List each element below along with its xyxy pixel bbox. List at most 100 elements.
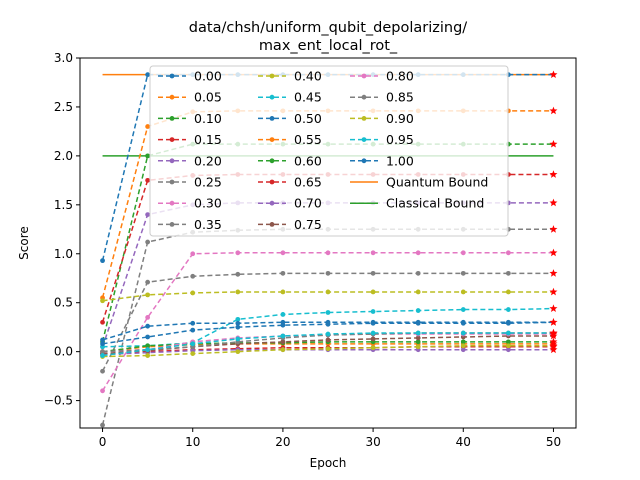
legend-label: 0.05 [194, 90, 222, 105]
series-point [235, 324, 241, 330]
final-star-marker [549, 225, 558, 233]
series-point [370, 309, 376, 314]
series-line-5 [101, 228, 554, 426]
legend-entry: 0.05 [158, 90, 222, 105]
legend-label: 0.15 [194, 132, 222, 147]
series-point [145, 153, 151, 159]
series-point [505, 347, 511, 353]
series-6 [100, 250, 554, 394]
series-point [100, 353, 105, 358]
final-star-marker [549, 248, 558, 257]
series-point [100, 422, 105, 428]
series-point [460, 343, 466, 349]
legend-entry: 0.10 [158, 111, 222, 126]
series-point [100, 388, 105, 394]
legend-label: 0.30 [194, 196, 222, 211]
legend-label: Classical Bound [386, 196, 484, 211]
series-lines [100, 72, 554, 428]
final-star-marker [549, 287, 558, 296]
legend-marker [269, 116, 275, 121]
legend-marker [169, 137, 175, 143]
final-star-marker [549, 198, 558, 207]
y-tick-label: 2.5 [54, 100, 73, 114]
legend-entry: 0.20 [158, 153, 222, 168]
series-point [415, 270, 421, 276]
series-point [325, 331, 331, 337]
series-point [505, 307, 511, 312]
series-point [235, 316, 241, 322]
legend-entry: 0.55 [258, 132, 322, 147]
legend-entry: 0.65 [258, 175, 322, 190]
series-point [235, 271, 241, 277]
series-point [280, 339, 286, 345]
series-point [190, 327, 196, 333]
series-point [505, 343, 511, 349]
series-point [145, 292, 151, 298]
series-point [235, 320, 241, 326]
series-point [100, 337, 105, 343]
final-star-marker [549, 341, 558, 350]
legend-entry: 0.75 [258, 217, 322, 232]
legend-label: 1.00 [386, 153, 414, 168]
series-point [235, 349, 241, 355]
legend-entry: 0.00 [158, 69, 222, 84]
final-star-marker [549, 304, 558, 312]
series-point [415, 335, 421, 341]
final-star-marker [549, 106, 558, 115]
x-tick-label: 10 [185, 435, 200, 449]
series-point [145, 124, 151, 129]
y-tick-label: 1.0 [54, 247, 73, 261]
legend-entry: Classical Bound [350, 196, 484, 211]
legend-entry: 0.85 [350, 90, 414, 105]
legend-label: 0.75 [294, 217, 322, 232]
series-point [460, 347, 466, 353]
legend-label: 0.80 [386, 69, 414, 84]
legend-marker [269, 200, 275, 206]
series-point [505, 339, 511, 345]
final-star-marker [549, 337, 558, 346]
x-tick-label: 40 [456, 435, 471, 449]
series-point [145, 314, 151, 320]
x-axis: 0 10 20 30 40 50 [99, 428, 561, 449]
series-point [460, 307, 466, 312]
legend-label: 0.40 [294, 69, 322, 84]
series-point [145, 353, 151, 358]
series-point [415, 250, 421, 256]
legend-label: 0.10 [194, 111, 222, 126]
series-point [325, 310, 331, 315]
legend-label: 0.25 [194, 175, 222, 190]
series-point [235, 250, 241, 256]
legend: 0.00 0.05 0.10 0.15 0.20 0.25 0.30 0.35 0.40 0.45… [149, 65, 509, 237]
series-point [415, 289, 421, 295]
series-point [235, 289, 241, 295]
series-5 [100, 226, 554, 428]
legend-label: 0.45 [294, 90, 322, 105]
series-point [280, 333, 286, 339]
series-point [460, 320, 466, 326]
legend-label: 0.35 [194, 217, 222, 232]
final-star-marker [549, 345, 558, 354]
final-star-marker [549, 170, 558, 178]
series-point [370, 345, 376, 351]
series-7 [100, 270, 554, 374]
legend-marker [269, 73, 275, 79]
final-star-marker [549, 139, 558, 148]
final-star-marker [549, 328, 558, 337]
series-point [505, 320, 511, 326]
series-19 [100, 330, 554, 358]
x-tick-label: 20 [275, 435, 290, 449]
legend-marker [169, 222, 175, 227]
final-star-marker [549, 269, 558, 277]
legend-entry: 0.30 [158, 196, 222, 211]
series-point [145, 239, 151, 245]
series-point [190, 320, 196, 326]
series-8 [100, 289, 554, 304]
series-point [325, 321, 331, 327]
series-18 [100, 343, 554, 359]
series-point [145, 347, 151, 353]
series-point [460, 270, 466, 276]
y-tick-label: 0.0 [54, 345, 73, 359]
legend-entry: 1.00 [350, 153, 414, 168]
legend-label: 0.50 [294, 111, 322, 126]
chart-title-line-1: data/chsh/uniform_qubit_depolarizing/ [189, 20, 468, 36]
